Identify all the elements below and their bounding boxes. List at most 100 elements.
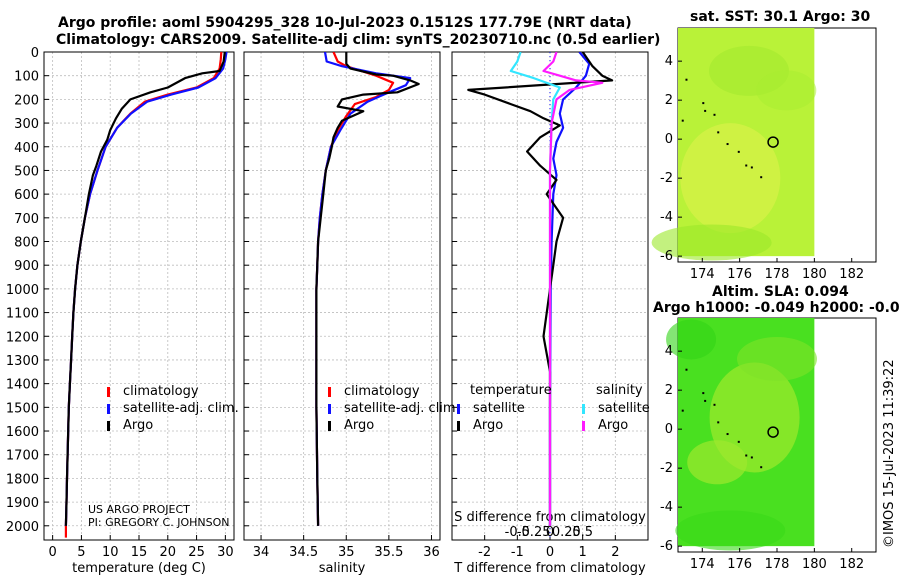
legend-item-climatology: climatology <box>326 383 460 400</box>
lat-tick-label: -6 <box>660 249 673 264</box>
legend-swatch-blue <box>328 404 331 414</box>
x-tick-label: 25 <box>188 545 205 560</box>
salinity-diff-tick-label: -0.25 <box>517 525 551 540</box>
x-tick-label: 0 <box>48 545 56 560</box>
legend-swatch-blue <box>457 404 460 414</box>
lon-tick-label: 180 <box>802 267 827 282</box>
diff-legend-sal-header: salinity <box>596 383 643 398</box>
depth-tick-label: 200 <box>14 93 39 108</box>
legend-label: climatology <box>123 384 199 399</box>
legend-swatch-red <box>107 387 110 397</box>
x-axis-label: salinity <box>319 561 366 576</box>
legend-item-argo: Argo <box>326 417 460 434</box>
x-tick-label: 35.5 <box>374 545 403 560</box>
depth-tick-label: 300 <box>14 117 39 132</box>
island-marker <box>704 399 707 402</box>
lat-tick-label: -2 <box>660 171 673 186</box>
depth-tick-label: 1700 <box>6 449 39 464</box>
island-marker <box>713 403 716 406</box>
depth-tick-label: 900 <box>14 259 39 274</box>
salinity-diff-tick-label: 0.5 <box>572 525 593 540</box>
island-marker <box>713 113 716 116</box>
legend-label: satellite-adj. clim. <box>344 401 460 416</box>
island-marker <box>717 421 720 424</box>
lon-tick-label: 180 <box>802 557 827 572</box>
x-tick-label: 15 <box>131 545 148 560</box>
legend-item-argo-t: Argo <box>455 417 525 434</box>
x-tick-label: 35 <box>338 545 355 560</box>
legend-item-satellite-t: satellite <box>455 400 525 417</box>
depth-tick-label: 1500 <box>6 401 39 416</box>
island-marker <box>702 102 705 105</box>
island-marker <box>681 409 684 412</box>
island-marker <box>737 440 740 443</box>
depth-tick-label: 1800 <box>6 472 39 487</box>
temperature-legend: climatology satellite-adj. clim. Argo <box>105 383 239 434</box>
legend-swatch-black <box>328 421 331 431</box>
lat-tick-label: -4 <box>660 500 673 515</box>
island-marker <box>750 456 753 459</box>
x-tick-label: 30 <box>217 545 234 560</box>
lat-tick-label: -6 <box>660 539 673 554</box>
argo-position-marker <box>767 426 779 438</box>
lon-tick-label: 176 <box>727 557 752 572</box>
island-marker <box>685 78 688 81</box>
island-marker <box>702 392 705 395</box>
series-line-argo-s <box>542 52 604 526</box>
series-line-argo <box>64 52 226 526</box>
figure-title-line1: Argo profile: aoml 5904295_328 10-Jul-20… <box>58 15 632 31</box>
depth-tick-label: 2000 <box>6 520 39 535</box>
map-shading <box>680 123 781 234</box>
lat-tick-label: 2 <box>665 383 673 398</box>
lat-tick-label: 0 <box>665 422 673 437</box>
imos-timestamp: ©IMOS 15-Jul-2023 11:39:22 <box>882 359 897 548</box>
lat-tick-label: -2 <box>660 461 673 476</box>
depth-tick-label: 1000 <box>6 283 39 298</box>
lat-tick-label: 4 <box>665 344 673 359</box>
x-axis-label: T difference from climatology <box>453 561 646 576</box>
legend-item-argo-s: Argo <box>580 417 650 434</box>
lon-tick-label: 182 <box>839 267 864 282</box>
depth-tick-label: 1900 <box>6 496 39 511</box>
depth-tick-label: 700 <box>14 212 39 227</box>
map-shading <box>675 510 786 551</box>
x-axis-label: temperature (deg C) <box>72 561 206 576</box>
series-line-climatology <box>64 52 223 538</box>
lat-tick-label: 4 <box>665 54 673 69</box>
island-marker <box>737 150 740 153</box>
diff-legend-salinity: satellite Argo <box>580 400 650 434</box>
legend-item-satellite: satellite-adj. clim. <box>105 400 239 417</box>
legend-swatch-black <box>107 421 110 431</box>
depth-tick-label: 500 <box>14 164 39 179</box>
map-shading <box>666 319 717 360</box>
lat-tick-label: -4 <box>660 210 673 225</box>
depth-tick-label: 800 <box>14 236 39 251</box>
island-marker <box>681 119 684 122</box>
series-line-argo <box>315 52 420 526</box>
island-marker <box>760 176 763 179</box>
legend-swatch-red <box>328 387 331 397</box>
lon-tick-label: 178 <box>765 557 790 572</box>
legend-item-climatology: climatology <box>105 383 239 400</box>
map-shading <box>651 224 772 261</box>
depth-tick-label: 1100 <box>6 307 39 322</box>
legend-item-argo: Argo <box>105 417 239 434</box>
island-marker <box>717 131 720 134</box>
diff-legend-temperature: satellite Argo <box>455 400 525 434</box>
lat-tick-label: 2 <box>665 93 673 108</box>
lon-tick-label: 178 <box>765 267 790 282</box>
island-marker <box>745 164 748 167</box>
x-tick-label: 34.5 <box>289 545 318 560</box>
legend-label: Argo <box>598 418 629 433</box>
x-tick-label: 0 <box>546 545 554 560</box>
map-shading <box>756 70 817 111</box>
salinity-diff-tick-label: 0.25 <box>552 525 581 540</box>
x-tick-label: 36 <box>423 545 440 560</box>
depth-tick-label: 1600 <box>6 425 39 440</box>
depth-tick-label: 1300 <box>6 354 39 369</box>
legend-item-satellite: satellite-adj. clim. <box>326 400 460 417</box>
x-tick-label: 1 <box>579 545 587 560</box>
legend-label: climatology <box>344 384 420 399</box>
lon-tick-label: 176 <box>727 267 752 282</box>
